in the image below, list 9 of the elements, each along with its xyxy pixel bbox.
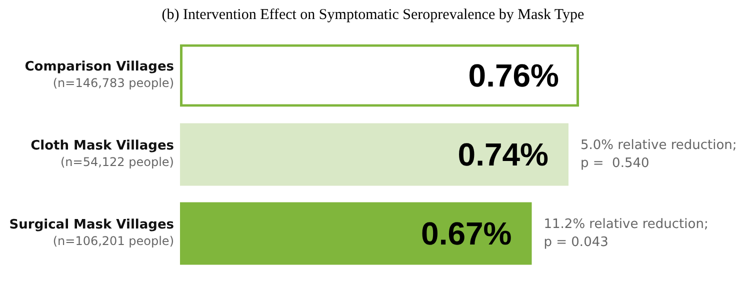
y-tick-label: Comparison Villages (n=146,783 people)	[24, 59, 174, 90]
annotation: 11.2% relative reduction; p = 0.043	[544, 216, 708, 250]
y-tick-label: Cloth Mask Villages (n=54,122 people)	[30, 138, 174, 170]
data-label: 0.67%	[421, 215, 512, 252]
y-tick-label: Surgical Mask Villages (n=106,201 people)	[9, 217, 174, 248]
data-label: 0.76%	[468, 57, 559, 94]
annotation: 5.0% relative reduction; p = 0.540	[580, 138, 737, 171]
chart-title: (b) Intervention Effect on Symptomatic Seroprevalence by Mask Type	[160, 6, 586, 25]
data-label: 0.74%	[458, 136, 548, 172]
